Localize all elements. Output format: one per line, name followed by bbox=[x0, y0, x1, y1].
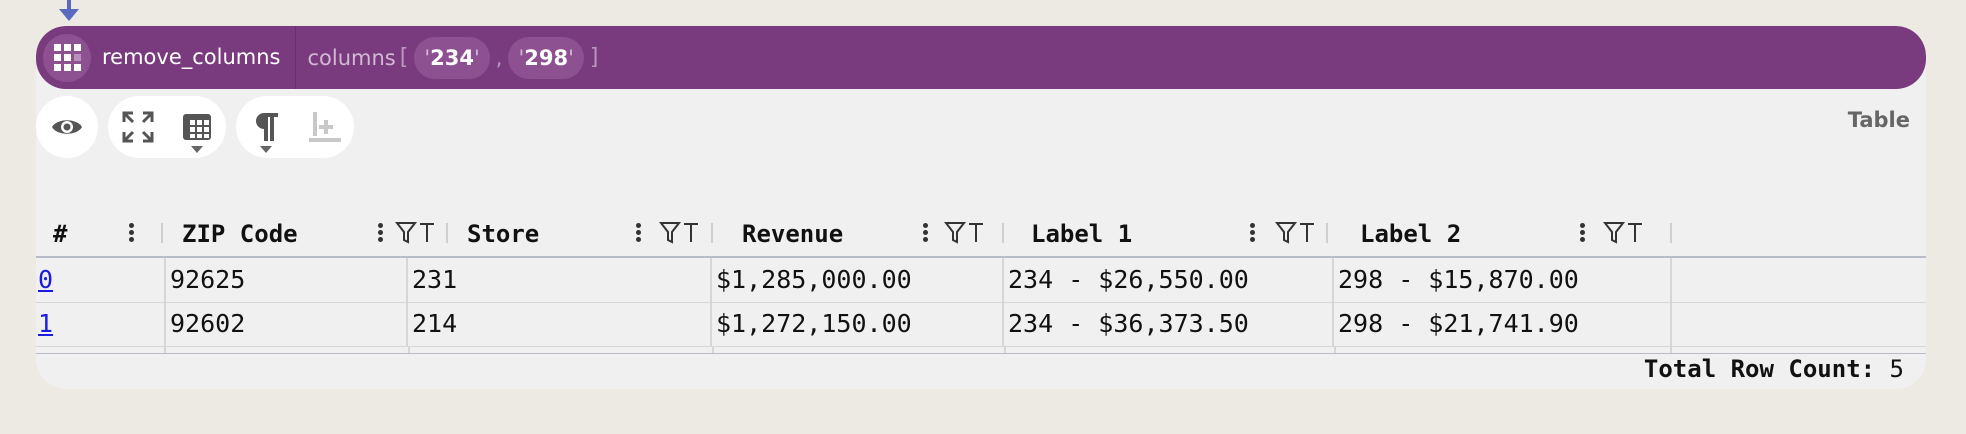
table-cell: 234 - $36,373.50 bbox=[1004, 302, 1334, 346]
visibility-group bbox=[36, 96, 98, 158]
column-resize-handle[interactable] bbox=[161, 223, 163, 243]
column-header-revenue[interactable]: Revenue bbox=[742, 211, 843, 256]
column-resize-handle[interactable] bbox=[1002, 223, 1004, 243]
param-label: columns bbox=[307, 45, 396, 70]
partial-row-divider bbox=[1334, 347, 1336, 353]
table-cell: 231 bbox=[408, 258, 712, 302]
row-index-link[interactable]: 0 bbox=[38, 265, 54, 294]
column-header-label-1[interactable]: Label 1 bbox=[1031, 211, 1132, 256]
open-bracket: [ bbox=[399, 45, 409, 70]
column-resize-handle[interactable] bbox=[711, 223, 713, 243]
table-cell: 92625 bbox=[164, 258, 408, 302]
row-count-value: 5 bbox=[1889, 355, 1904, 383]
column-header-label-2[interactable]: Label 2 bbox=[1360, 211, 1461, 256]
column-name: Label 2 bbox=[1360, 219, 1462, 248]
column-chip[interactable]: '234' bbox=[414, 36, 490, 79]
column-name: Label 1 bbox=[1031, 219, 1133, 248]
row-index-link[interactable]: 1 bbox=[38, 309, 54, 338]
eye-icon[interactable] bbox=[45, 105, 89, 149]
step-name[interactable]: remove_columns bbox=[102, 26, 296, 89]
column-header-zip[interactable]: ZIP Code bbox=[182, 211, 298, 256]
column-name: # bbox=[53, 219, 68, 248]
expand-icon[interactable] bbox=[116, 105, 160, 149]
view-label[interactable]: Table bbox=[1847, 108, 1910, 132]
column-header-store[interactable]: Store bbox=[467, 211, 539, 256]
table-cell: 234 - $26,550.00 bbox=[1004, 258, 1334, 302]
table-cell: $1,272,150.00 bbox=[712, 302, 1004, 346]
column-header-index: # bbox=[53, 211, 67, 256]
row-divider bbox=[36, 302, 1926, 303]
column-name: ZIP Code bbox=[182, 219, 298, 248]
layout-group bbox=[108, 96, 226, 158]
comma: , bbox=[495, 45, 503, 70]
table-cell: 298 - $21,741.90 bbox=[1334, 302, 1672, 346]
partial-row-divider bbox=[164, 347, 166, 353]
column-resize-handle[interactable] bbox=[446, 223, 448, 243]
format-group bbox=[236, 96, 354, 158]
step-icon[interactable] bbox=[43, 33, 91, 82]
step-header[interactable]: remove_columns columns [ '234' , '298' ] bbox=[36, 26, 1926, 89]
chevron-down-icon bbox=[190, 146, 203, 153]
insert-row-icon[interactable] bbox=[303, 105, 347, 149]
grid-icon bbox=[53, 44, 81, 71]
column-resize-handle[interactable] bbox=[1670, 223, 1672, 243]
partial-row-divider bbox=[712, 347, 714, 353]
partial-row-divider bbox=[1670, 347, 1672, 353]
partial-row-divider bbox=[1004, 347, 1006, 353]
table-cell: 92602 bbox=[164, 302, 408, 346]
row-count-label: Total Row Count: bbox=[1643, 355, 1876, 383]
step-card: remove_columns columns [ '234' , '298' ]… bbox=[36, 26, 1926, 389]
row-index-cell: 1 bbox=[38, 302, 164, 346]
partial-row-divider bbox=[408, 347, 410, 353]
column-name: Revenue bbox=[742, 219, 844, 248]
close-bracket: ] bbox=[589, 45, 599, 70]
column-name: Store bbox=[467, 219, 540, 248]
table-cell: $1,285,000.00 bbox=[712, 258, 1004, 302]
table-cell: 214 bbox=[408, 302, 712, 346]
column-resize-handle[interactable] bbox=[1326, 223, 1328, 243]
chevron-down-icon bbox=[259, 146, 272, 153]
flow-arrow-stem bbox=[67, 0, 71, 10]
flow-arrow-icon bbox=[59, 9, 79, 21]
row-count: Total Row Count: 5 bbox=[1644, 355, 1904, 383]
row-index-cell: 0 bbox=[38, 258, 164, 302]
pilcrow-icon[interactable] bbox=[244, 105, 288, 153]
column-chip[interactable]: '298' bbox=[508, 36, 584, 79]
table-cell: 298 - $15,870.00 bbox=[1334, 258, 1672, 302]
table-row: 0 92625 231 $1,285,000.00 234 - $26,550.… bbox=[36, 258, 1672, 302]
row-divider bbox=[36, 346, 1926, 347]
table-grid-icon[interactable] bbox=[175, 105, 219, 153]
table-header: # ZIP Code Store Revenue Label 1 bbox=[36, 211, 1926, 258]
table-bottom-border bbox=[36, 353, 1926, 354]
table-row: 1 92602 214 $1,272,150.00 234 - $36,373.… bbox=[36, 302, 1672, 346]
